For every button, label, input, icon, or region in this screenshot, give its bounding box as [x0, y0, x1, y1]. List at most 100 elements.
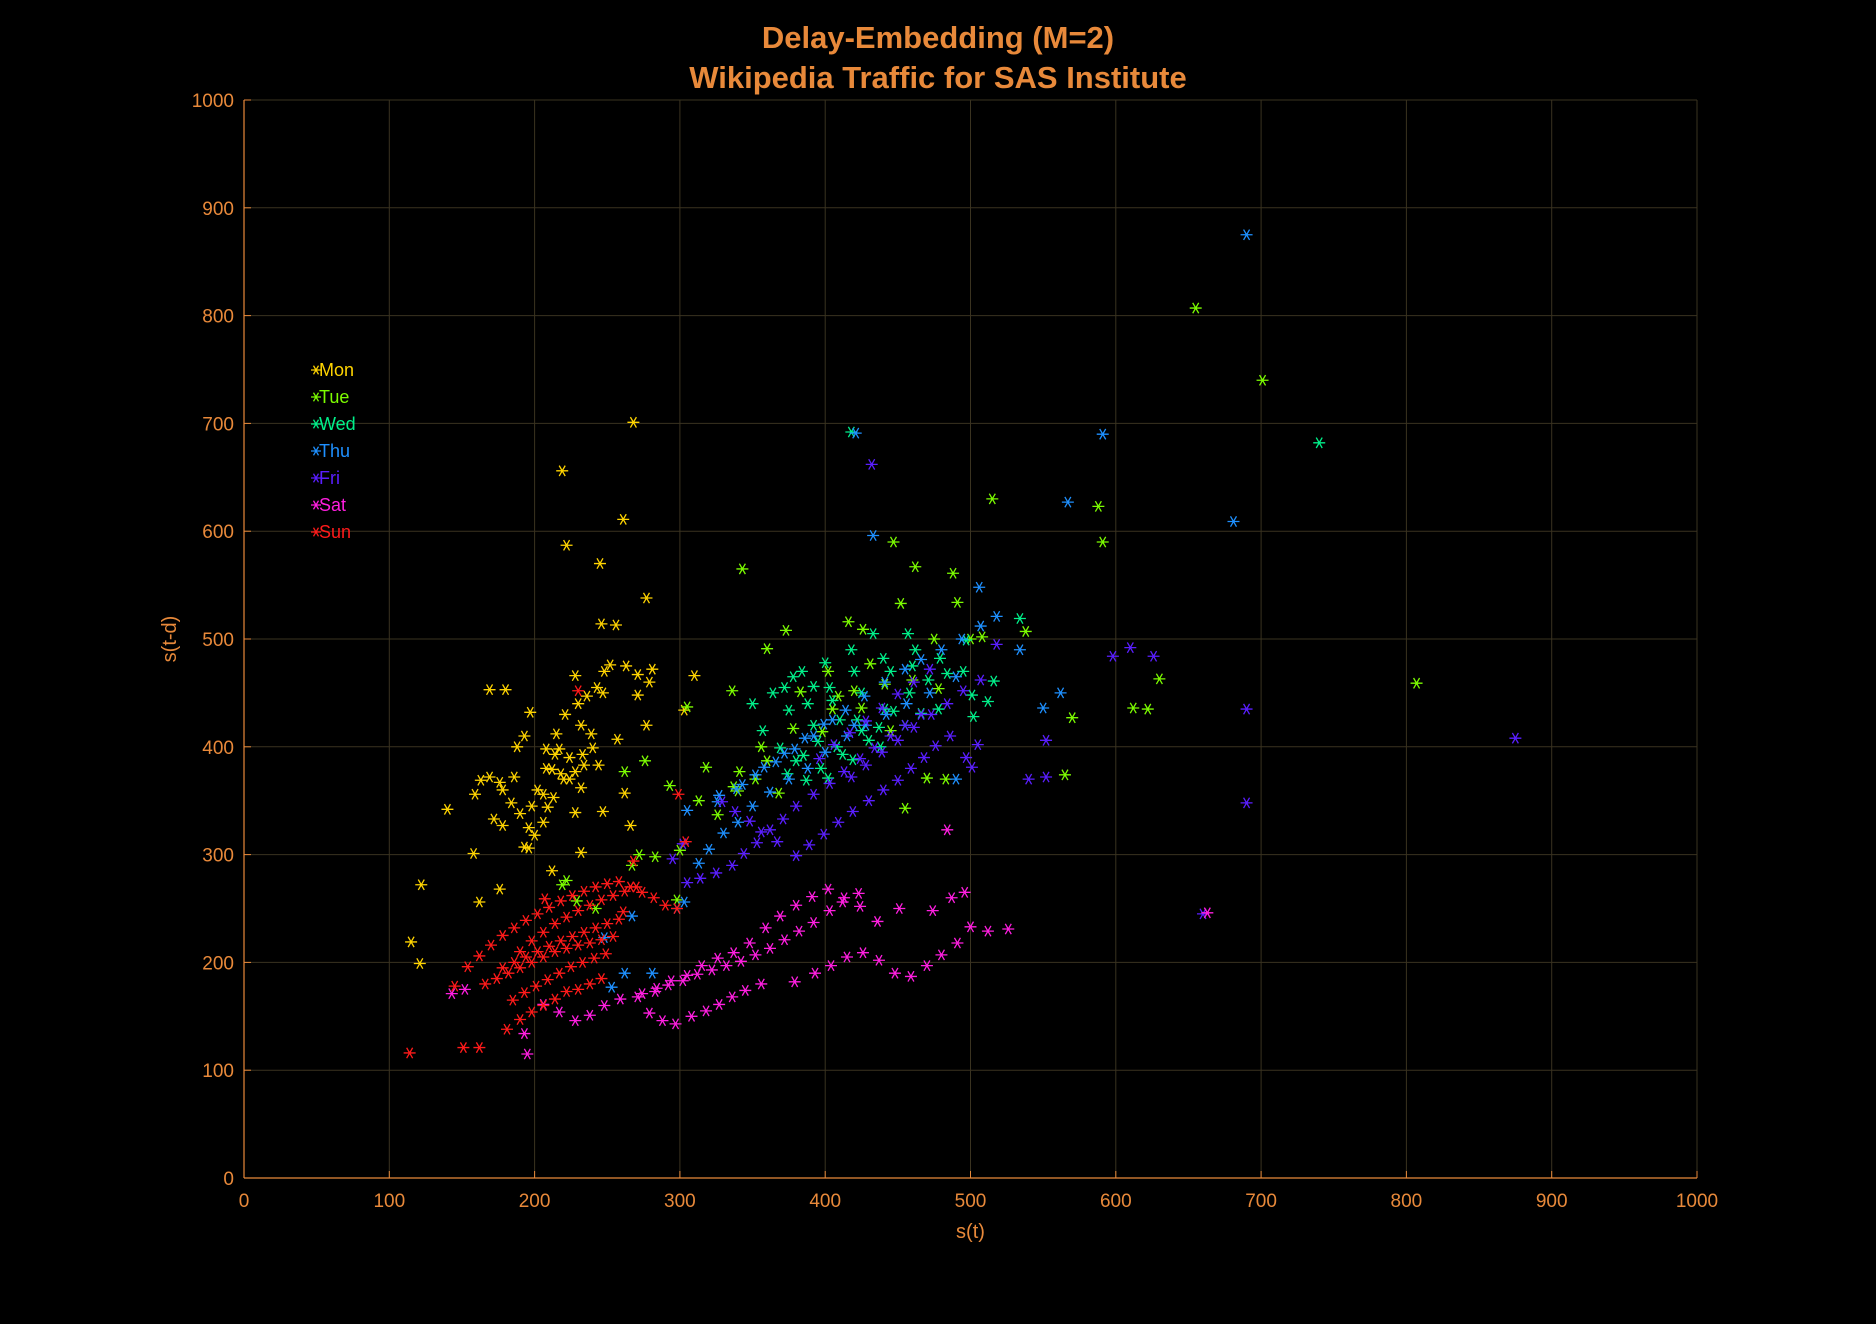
data-point: [875, 702, 888, 714]
data-point: [681, 877, 694, 889]
data-point: [522, 842, 535, 854]
data-point: [838, 892, 851, 904]
chart-title: Delay-Embedding (M=2): [761, 20, 1115, 55]
data-point: [483, 684, 496, 696]
data-point: [797, 749, 810, 761]
data-point: [473, 950, 486, 962]
data-point: [700, 761, 713, 773]
data-point: [591, 681, 604, 694]
data-point: [832, 816, 845, 828]
data-point: [749, 773, 762, 785]
data-point: [974, 674, 987, 686]
data-point: [771, 836, 784, 848]
data-point: [801, 762, 814, 774]
data-point: [413, 957, 426, 969]
data-point: [538, 893, 551, 905]
data-point: [679, 836, 692, 848]
data-point: [782, 704, 795, 716]
data-point: [726, 991, 739, 1003]
data-point: [572, 983, 585, 995]
data-point: [899, 719, 912, 731]
data-point: [569, 670, 582, 682]
data-point: [1037, 702, 1050, 714]
data-point: [777, 813, 790, 825]
data-point: [609, 619, 622, 631]
data-point: [505, 797, 518, 809]
data-point: [553, 1006, 566, 1018]
data-point: [566, 931, 579, 943]
data-point: [1096, 536, 1109, 548]
data-point: [893, 902, 906, 915]
data-point: [855, 702, 868, 714]
data-point: [589, 881, 602, 893]
data-point: [649, 851, 662, 863]
data-point: [1040, 771, 1053, 783]
data-point: [575, 846, 588, 858]
data-point: [1092, 500, 1105, 512]
data-point: [572, 685, 585, 697]
data-point: [525, 956, 538, 968]
data-point: [511, 741, 524, 753]
series-tue: [556, 302, 1423, 915]
data-point: [904, 762, 917, 774]
data-point: [1096, 428, 1109, 440]
x-tick-label: 100: [373, 1191, 405, 1212]
data-point: [825, 960, 838, 972]
data-point: [537, 926, 550, 938]
data-point: [838, 766, 851, 778]
x-tick-label: 400: [809, 1191, 841, 1212]
data-point: [624, 819, 637, 832]
data-point: [858, 690, 871, 702]
data-point: [727, 947, 740, 959]
data-point: [496, 929, 509, 941]
data-point: [726, 859, 739, 871]
data-point: [713, 789, 726, 801]
data-point: [746, 698, 759, 710]
data-point: [813, 753, 826, 765]
data-point: [845, 771, 858, 783]
data-point: [902, 628, 915, 640]
data-point: [598, 999, 611, 1012]
data-point: [670, 894, 683, 906]
data-point: [1124, 642, 1137, 654]
y-tick-label: 800: [202, 307, 234, 328]
data-point: [766, 687, 779, 699]
data-point: [809, 967, 822, 979]
data-point: [976, 631, 989, 643]
data-point: [553, 967, 566, 979]
y-axis-label: s(t-d): [159, 616, 181, 663]
data-point: [842, 616, 855, 628]
x-tick-label: 500: [955, 1191, 987, 1212]
data-point: [580, 690, 593, 702]
chart-subtitle: Wikipedia Traffic for SAS Institute: [689, 60, 1187, 95]
data-point: [556, 879, 569, 891]
series-thu: [598, 229, 1253, 993]
data-point: [1410, 677, 1423, 689]
data-point: [560, 874, 573, 886]
data-point: [1313, 437, 1326, 449]
data-point: [521, 1048, 534, 1060]
data-point: [1066, 712, 1079, 724]
data-point: [659, 899, 672, 911]
data-point: [496, 962, 509, 974]
data-point: [1153, 673, 1166, 685]
data-point: [846, 754, 859, 766]
data-point: [929, 740, 942, 752]
data-point: [822, 665, 835, 677]
data-point: [554, 935, 567, 947]
series-fri: [666, 458, 1522, 920]
data-point: [519, 951, 532, 963]
data-point: [525, 1006, 538, 1018]
data-point: [877, 784, 890, 796]
data-point: [971, 739, 984, 751]
data-point: [923, 663, 936, 675]
data-point: [627, 416, 640, 428]
x-tick-label: 600: [1100, 1191, 1132, 1212]
data-point: [865, 458, 878, 470]
data-point: [1201, 907, 1214, 919]
data-point: [595, 934, 608, 946]
y-tick-label: 400: [202, 738, 234, 759]
data-point: [583, 978, 596, 990]
data-point: [646, 967, 659, 979]
data-point: [928, 633, 941, 645]
